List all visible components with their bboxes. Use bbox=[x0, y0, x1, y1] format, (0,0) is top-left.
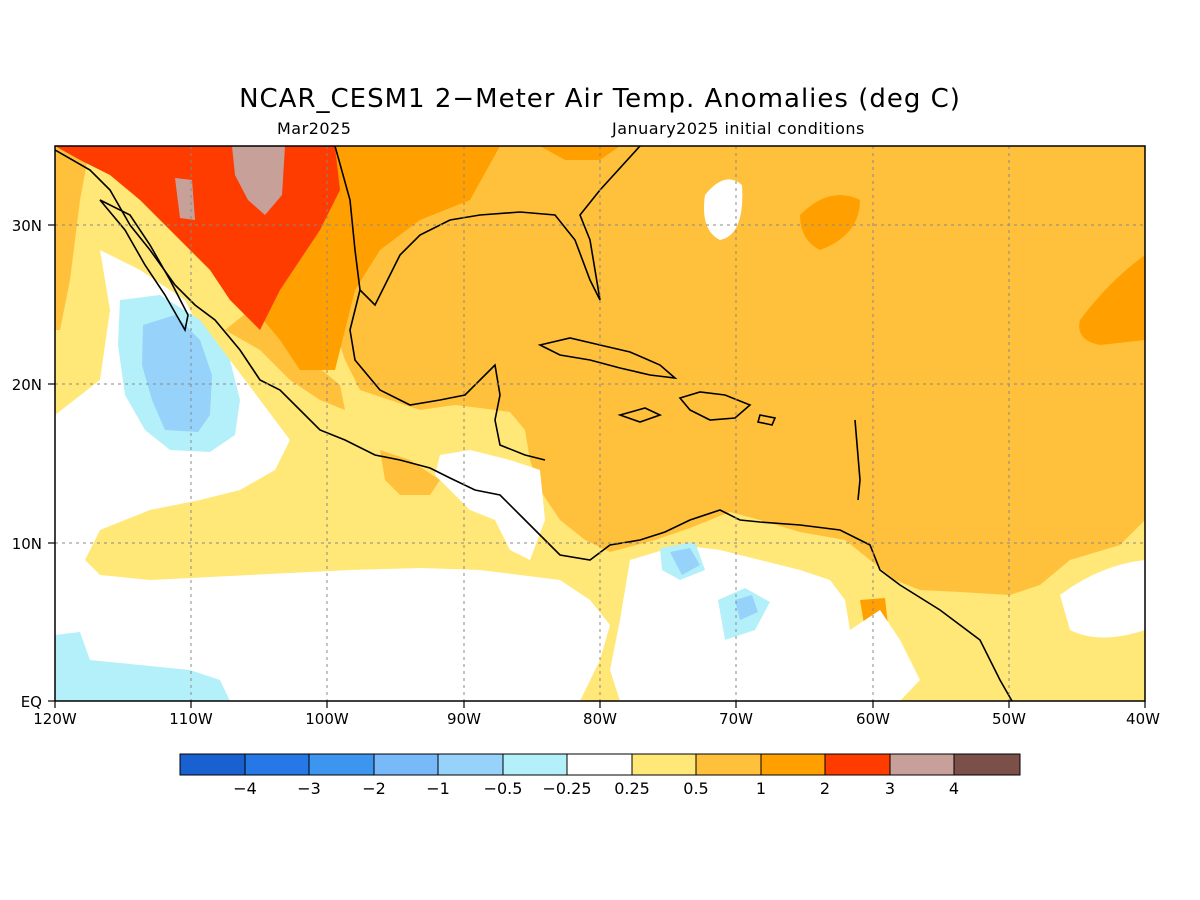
lon-label-90w: 90W bbox=[447, 710, 481, 728]
lon-label-80w: 80W bbox=[583, 710, 617, 728]
lon-label-110w: 110W bbox=[169, 710, 213, 728]
colorbar-swatch-1 bbox=[244, 753, 310, 776]
colorbar: −4 −3 −2 −1 −0.5 −0.25 0.25 0.5 1 2 3 4 bbox=[179, 753, 1021, 798]
map-title: NCAR_CESM1 2−Meter Air Temp. Anomalies (… bbox=[239, 84, 961, 114]
colorbar-label-11: 4 bbox=[949, 779, 959, 798]
lat-label-eq: EQ bbox=[21, 693, 42, 711]
colorbar-label-7: 0.5 bbox=[683, 779, 708, 798]
colorbar-swatch-9 bbox=[760, 753, 826, 776]
initial-conditions: January2025 initial conditions bbox=[612, 119, 865, 138]
lat-label-30n: 30N bbox=[12, 217, 42, 235]
lon-label-100w: 100W bbox=[305, 710, 349, 728]
colorbar-label-4: −0.5 bbox=[484, 779, 523, 798]
coastlines bbox=[55, 146, 1013, 701]
lat-label-20n: 20N bbox=[12, 376, 42, 394]
colorbar-label-8: 1 bbox=[756, 779, 766, 798]
colorbar-swatch-7 bbox=[631, 753, 697, 776]
colorbar-swatch-10 bbox=[824, 753, 891, 776]
graticule bbox=[55, 146, 1145, 701]
anomaly-field bbox=[55, 146, 1145, 701]
colorbar-swatch-3 bbox=[373, 753, 439, 776]
colorbar-label-10: 3 bbox=[885, 779, 895, 798]
colorbar-label-0: −4 bbox=[233, 779, 257, 798]
lon-label-60w: 60W bbox=[856, 710, 890, 728]
colorbar-label-2: −2 bbox=[362, 779, 386, 798]
colorbar-swatch-2 bbox=[308, 753, 375, 776]
lon-label-70w: 70W bbox=[719, 710, 753, 728]
lat-label-10n: 10N bbox=[12, 535, 42, 553]
colorbar-label-1: −3 bbox=[297, 779, 321, 798]
colorbar-swatch-11 bbox=[889, 753, 955, 776]
colorbar-label-5: −0.25 bbox=[542, 779, 591, 798]
colorbar-swatch-8 bbox=[695, 753, 762, 776]
colorbar-label-6: 0.25 bbox=[614, 779, 650, 798]
colorbar-swatch-6 bbox=[566, 753, 633, 776]
colorbar-label-9: 2 bbox=[820, 779, 830, 798]
colorbar-swatch-0 bbox=[179, 753, 246, 776]
lon-label-120w: 120W bbox=[33, 710, 77, 728]
forecast-month: Mar2025 bbox=[277, 119, 352, 138]
colorbar-label-3: −1 bbox=[426, 779, 450, 798]
colorbar-swatch-12 bbox=[953, 753, 1021, 776]
colorbar-swatch-4 bbox=[437, 753, 504, 776]
lon-label-50w: 50W bbox=[992, 710, 1026, 728]
colorbar-swatch-5 bbox=[502, 753, 568, 776]
axis-ticks bbox=[48, 224, 1146, 708]
lon-label-40w: 40W bbox=[1126, 710, 1160, 728]
